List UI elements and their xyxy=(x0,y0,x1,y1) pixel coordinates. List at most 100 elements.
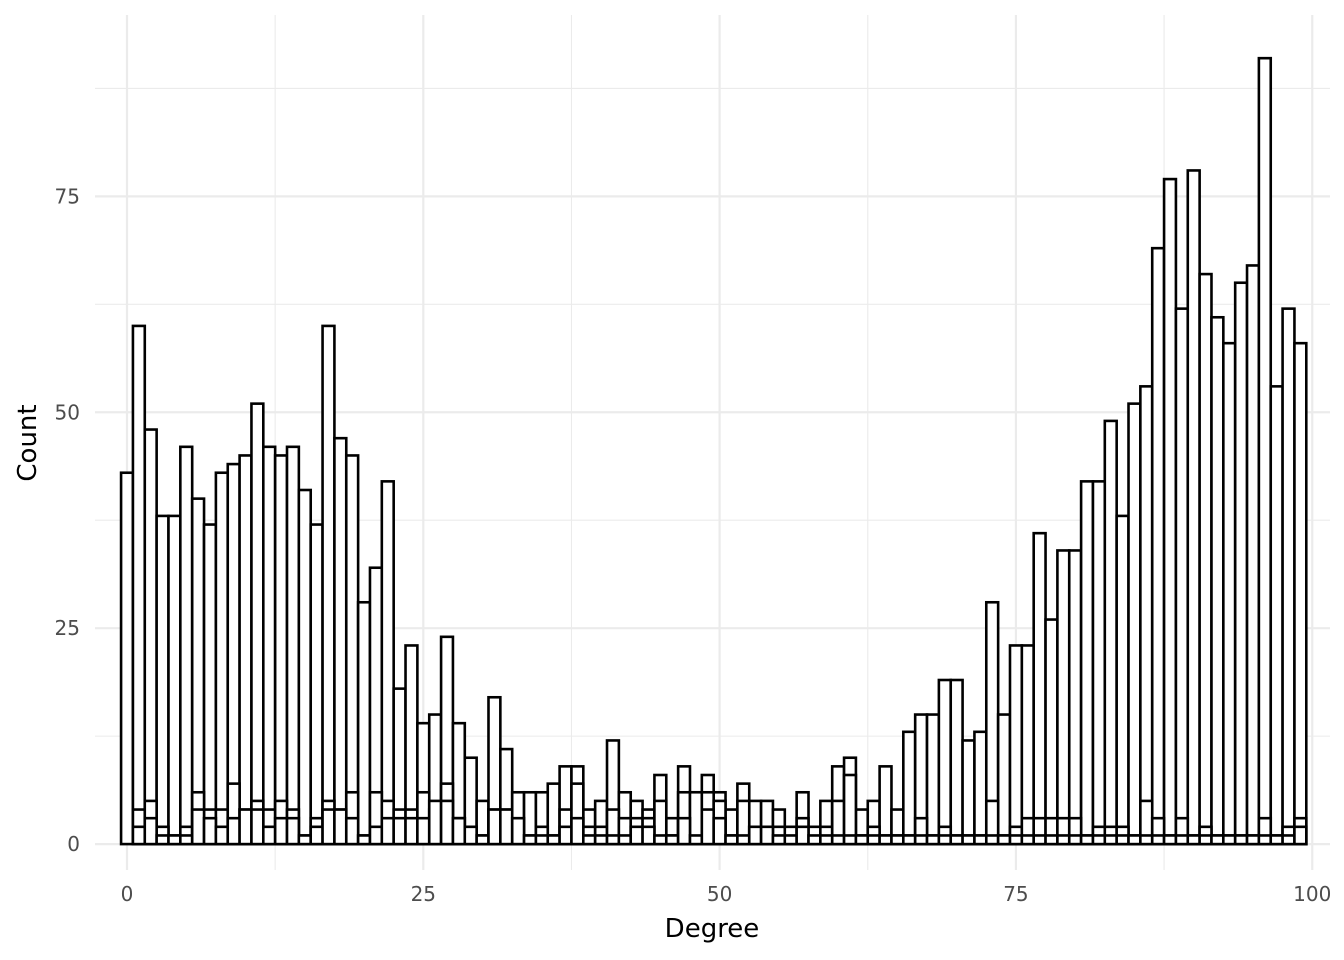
y-tick-label: 25 xyxy=(55,616,80,640)
histogram-bar-series-1-bin-17 xyxy=(321,324,336,846)
histogram-bar-series-3-bin-54 xyxy=(759,825,775,846)
histogram-bar-series-1-bin-8 xyxy=(214,471,230,846)
histogram-bar-series-3-bin-13 xyxy=(273,816,289,846)
histogram-bar-series-1-bin-71 xyxy=(961,739,976,846)
x-tick-label: 100 xyxy=(1293,882,1331,906)
histogram-bar-series-1-bin-0 xyxy=(119,471,135,846)
histogram-bar-series-1-bin-76 xyxy=(1020,644,1035,846)
histogram-bar-series-3-bin-1 xyxy=(131,825,147,846)
histogram-bar-series-1-bin-75 xyxy=(1008,644,1024,846)
histogram-bar-series-3-bin-71 xyxy=(961,834,976,846)
histogram-bar-series-3-bin-56 xyxy=(783,834,798,846)
histogram-bar-series-3-bin-98 xyxy=(1281,834,1296,846)
histogram-bar-series-1-bin-77 xyxy=(1032,531,1047,846)
histogram-bar-series-1-bin-78 xyxy=(1044,618,1059,846)
histogram-bar-series-2-bin-61 xyxy=(842,773,858,846)
histogram-bar-series-3-bin-26 xyxy=(427,799,443,846)
histogram-bar-series-3-bin-35 xyxy=(534,834,550,846)
histogram-bar-series-3-bin-5 xyxy=(179,834,194,846)
histogram-bar-series-3-bin-46 xyxy=(664,834,680,846)
histogram-bar-series-3-bin-32 xyxy=(499,808,514,846)
x-axis-title: Degree xyxy=(665,914,760,944)
histogram-bar-series-3-bin-48 xyxy=(688,834,704,846)
histogram-bar-series-3-bin-18 xyxy=(333,808,348,846)
histogram-bar-series-1-bin-84 xyxy=(1115,514,1130,846)
histogram-bar-series-3-bin-15 xyxy=(297,834,313,846)
histogram-bar-series-1-bin-14 xyxy=(285,445,301,846)
histogram-bar-series-3-bin-14 xyxy=(285,816,301,846)
histogram-bar-series-1-bin-12 xyxy=(262,445,277,846)
histogram-bar-series-3-bin-74 xyxy=(996,834,1012,846)
histogram-bar-series-3-bin-89 xyxy=(1174,834,1190,846)
histogram-bar-series-1-bin-96 xyxy=(1257,56,1273,846)
histogram-bar-series-1-bin-19 xyxy=(344,454,360,846)
histogram-bar-series-3-bin-93 xyxy=(1222,834,1237,846)
histogram-bar-series-3-bin-68 xyxy=(925,834,941,846)
histogram-bar-series-1-bin-10 xyxy=(238,454,253,846)
histogram-bar-series-1-bin-87 xyxy=(1150,246,1166,846)
histogram-bar-series-1-bin-86 xyxy=(1139,385,1154,846)
histogram-bar-series-1-bin-95 xyxy=(1245,264,1261,846)
histogram-bar-series-3-bin-63 xyxy=(866,834,881,846)
histogram-bar-series-1-bin-92 xyxy=(1210,315,1225,846)
histogram-bar-series-1-bin-94 xyxy=(1233,281,1249,846)
histogram-bar-series-3-bin-28 xyxy=(451,816,467,846)
histogram-bar-series-3-bin-65 xyxy=(890,834,905,846)
histogram-bar-series-3-bin-96 xyxy=(1257,834,1273,846)
histogram-bar-series-3-bin-79 xyxy=(1056,834,1071,846)
histogram-bar-series-3-bin-3 xyxy=(155,834,170,846)
histogram-bar-series-3-bin-66 xyxy=(902,834,917,846)
x-axis-ticks: 0 25 50 75 100 xyxy=(121,882,1332,906)
histogram-bar-series-3-bin-44 xyxy=(641,825,656,846)
histogram-bar-series-1-bin-81 xyxy=(1079,480,1095,846)
histogram-bar-series-1-bin-5 xyxy=(179,445,194,846)
histogram-bars xyxy=(119,56,1308,846)
x-tick-label: 0 xyxy=(121,882,134,906)
histogram-bar-series-3-bin-25 xyxy=(416,816,431,846)
histogram-bar-series-3-bin-70 xyxy=(949,834,964,846)
histogram-bar-series-3-bin-36 xyxy=(546,834,561,846)
histogram-bar-series-3-bin-40 xyxy=(593,834,609,846)
histogram-bar-series-3-bin-78 xyxy=(1044,834,1059,846)
histogram-bar-series-3-bin-52 xyxy=(736,834,751,846)
histogram-bar-series-1-bin-83 xyxy=(1103,419,1118,846)
histogram-bar-series-3-bin-86 xyxy=(1139,834,1154,846)
y-tick-label: 0 xyxy=(67,832,80,856)
histogram-bar-series-3-bin-39 xyxy=(582,834,597,846)
histogram-bar-series-3-bin-73 xyxy=(984,834,1000,846)
histogram-bar-series-3-bin-59 xyxy=(819,834,834,846)
histogram-bar-series-3-bin-22 xyxy=(380,816,395,846)
histogram-bar-series-3-bin-67 xyxy=(913,834,929,846)
histogram-bar-series-3-bin-76 xyxy=(1020,834,1035,846)
histogram-bar-series-1-bin-18 xyxy=(333,436,348,846)
histogram-bar-series-3-bin-50 xyxy=(712,816,727,846)
histogram-bar-series-1-bin-82 xyxy=(1091,480,1107,846)
histogram-bar-series-1-bin-74 xyxy=(996,713,1012,846)
histogram-bar-series-3-bin-9 xyxy=(226,816,241,846)
histogram-bar-series-1-bin-85 xyxy=(1127,402,1142,846)
histogram-bar-series-1-bin-66 xyxy=(902,730,917,846)
histogram-bar-series-3-bin-11 xyxy=(250,808,265,846)
histogram-bar-series-3-bin-90 xyxy=(1186,834,1201,846)
histogram-bar-series-1-bin-68 xyxy=(925,713,941,846)
histogram-bar-series-1-bin-7 xyxy=(202,523,218,846)
histogram-bar-series-3-bin-88 xyxy=(1162,834,1178,846)
histogram-bar-series-1-bin-88 xyxy=(1162,177,1178,846)
histogram-bar-series-3-bin-10 xyxy=(238,808,253,846)
histogram-bar-series-1-bin-72 xyxy=(973,730,988,846)
histogram-bar-series-1-bin-2 xyxy=(143,428,158,846)
histogram-bar-series-3-bin-24 xyxy=(404,816,419,846)
histogram-bar-series-3-bin-62 xyxy=(854,834,870,846)
histogram-bar-series-3-bin-84 xyxy=(1115,834,1130,846)
histogram-bar-series-3-bin-85 xyxy=(1127,834,1142,846)
histogram-bar-series-3-bin-87 xyxy=(1150,834,1166,846)
histogram-bar-series-3-bin-37 xyxy=(558,825,573,846)
histogram-bar-series-1-bin-15 xyxy=(297,488,313,846)
y-tick-label: 50 xyxy=(55,400,80,424)
histogram-bar-series-3-bin-23 xyxy=(392,816,407,846)
histogram-bar-series-3-bin-75 xyxy=(1008,834,1024,846)
histogram-bar-series-3-bin-2 xyxy=(143,816,158,846)
histogram-bar-series-1-bin-70 xyxy=(949,678,964,846)
histogram-bar-series-1-bin-93 xyxy=(1222,341,1237,846)
